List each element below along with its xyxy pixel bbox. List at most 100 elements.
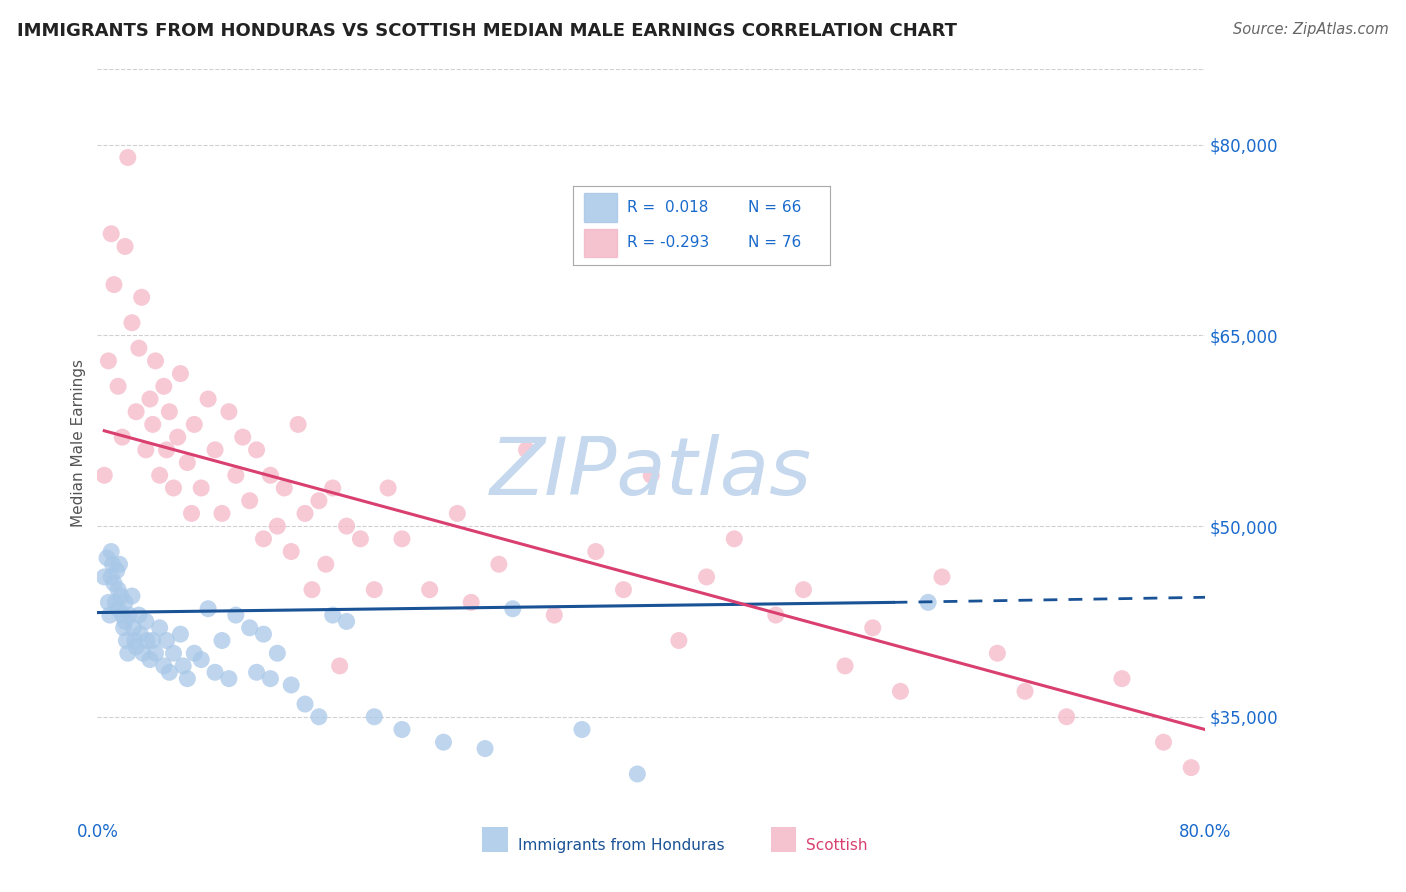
Point xyxy=(239,621,262,635)
Point xyxy=(294,507,316,521)
Point xyxy=(132,646,155,660)
Point xyxy=(103,277,125,292)
Point xyxy=(259,672,281,686)
Point xyxy=(239,493,262,508)
Point xyxy=(266,519,288,533)
Point xyxy=(101,558,124,572)
Point xyxy=(474,741,496,756)
Point xyxy=(889,684,911,698)
Point xyxy=(723,532,745,546)
Point xyxy=(1056,710,1078,724)
Point xyxy=(1111,672,1133,686)
Point xyxy=(162,646,184,660)
Point xyxy=(118,608,141,623)
Point xyxy=(612,582,634,597)
Y-axis label: Median Male Earnings: Median Male Earnings xyxy=(72,359,86,527)
Point xyxy=(252,532,274,546)
Point xyxy=(100,227,122,241)
Point xyxy=(176,456,198,470)
Point xyxy=(128,341,150,355)
Point xyxy=(122,621,145,635)
Point xyxy=(696,570,718,584)
Point xyxy=(419,582,441,597)
Point xyxy=(432,735,454,749)
Point xyxy=(516,442,538,457)
Point xyxy=(322,608,344,623)
Point xyxy=(149,621,172,635)
Point xyxy=(225,608,247,623)
Point xyxy=(139,652,162,666)
Point xyxy=(197,392,219,406)
Text: N = 76: N = 76 xyxy=(748,235,801,251)
Point xyxy=(225,468,247,483)
Bar xyxy=(583,228,617,257)
Point xyxy=(488,558,510,572)
Point xyxy=(153,659,176,673)
Point xyxy=(391,532,413,546)
Point xyxy=(315,558,337,572)
Point xyxy=(166,430,188,444)
Point xyxy=(157,405,180,419)
Point xyxy=(259,468,281,483)
Point xyxy=(917,595,939,609)
Point xyxy=(142,417,165,432)
Point xyxy=(111,608,134,623)
Point xyxy=(107,582,129,597)
Point xyxy=(626,767,648,781)
Point xyxy=(183,417,205,432)
Point xyxy=(135,615,157,629)
Point xyxy=(135,442,157,457)
Point xyxy=(363,710,385,724)
Point xyxy=(105,564,128,578)
Point xyxy=(117,151,139,165)
Point xyxy=(931,570,953,584)
Point xyxy=(349,532,371,546)
Point xyxy=(585,544,607,558)
Point xyxy=(125,640,148,654)
Point xyxy=(391,723,413,737)
Point xyxy=(460,595,482,609)
Point xyxy=(204,442,226,457)
Point xyxy=(112,621,135,635)
Point xyxy=(218,672,240,686)
Point xyxy=(640,468,662,483)
Point xyxy=(169,627,191,641)
Point xyxy=(301,582,323,597)
Point xyxy=(103,576,125,591)
Point xyxy=(114,615,136,629)
Point xyxy=(834,659,856,673)
Point xyxy=(162,481,184,495)
Point xyxy=(100,570,122,584)
Point xyxy=(128,608,150,623)
Point xyxy=(97,595,120,609)
Point xyxy=(273,481,295,495)
Point xyxy=(183,646,205,660)
Point xyxy=(98,608,121,623)
Text: ZIPatlas: ZIPatlas xyxy=(491,434,813,513)
Point xyxy=(862,621,884,635)
Point xyxy=(114,595,136,609)
Text: IMMIGRANTS FROM HONDURAS VS SCOTTISH MEDIAN MALE EARNINGS CORRELATION CHART: IMMIGRANTS FROM HONDURAS VS SCOTTISH MED… xyxy=(17,22,957,40)
Point xyxy=(211,633,233,648)
Text: Immigrants from Honduras: Immigrants from Honduras xyxy=(517,838,724,853)
Point xyxy=(96,550,118,565)
Text: R =  0.018: R = 0.018 xyxy=(627,200,709,215)
Point xyxy=(363,582,385,597)
Point xyxy=(232,430,254,444)
Point xyxy=(245,665,267,680)
Point xyxy=(129,627,152,641)
Point xyxy=(245,442,267,457)
Point xyxy=(986,646,1008,660)
Point xyxy=(218,405,240,419)
Point xyxy=(280,544,302,558)
Bar xyxy=(583,194,617,221)
Point xyxy=(107,379,129,393)
Point xyxy=(280,678,302,692)
Point xyxy=(157,665,180,680)
Point xyxy=(131,290,153,304)
Point xyxy=(1180,761,1202,775)
Text: Scottish: Scottish xyxy=(806,838,868,853)
Point xyxy=(377,481,399,495)
Point xyxy=(792,582,814,597)
Point xyxy=(124,633,146,648)
